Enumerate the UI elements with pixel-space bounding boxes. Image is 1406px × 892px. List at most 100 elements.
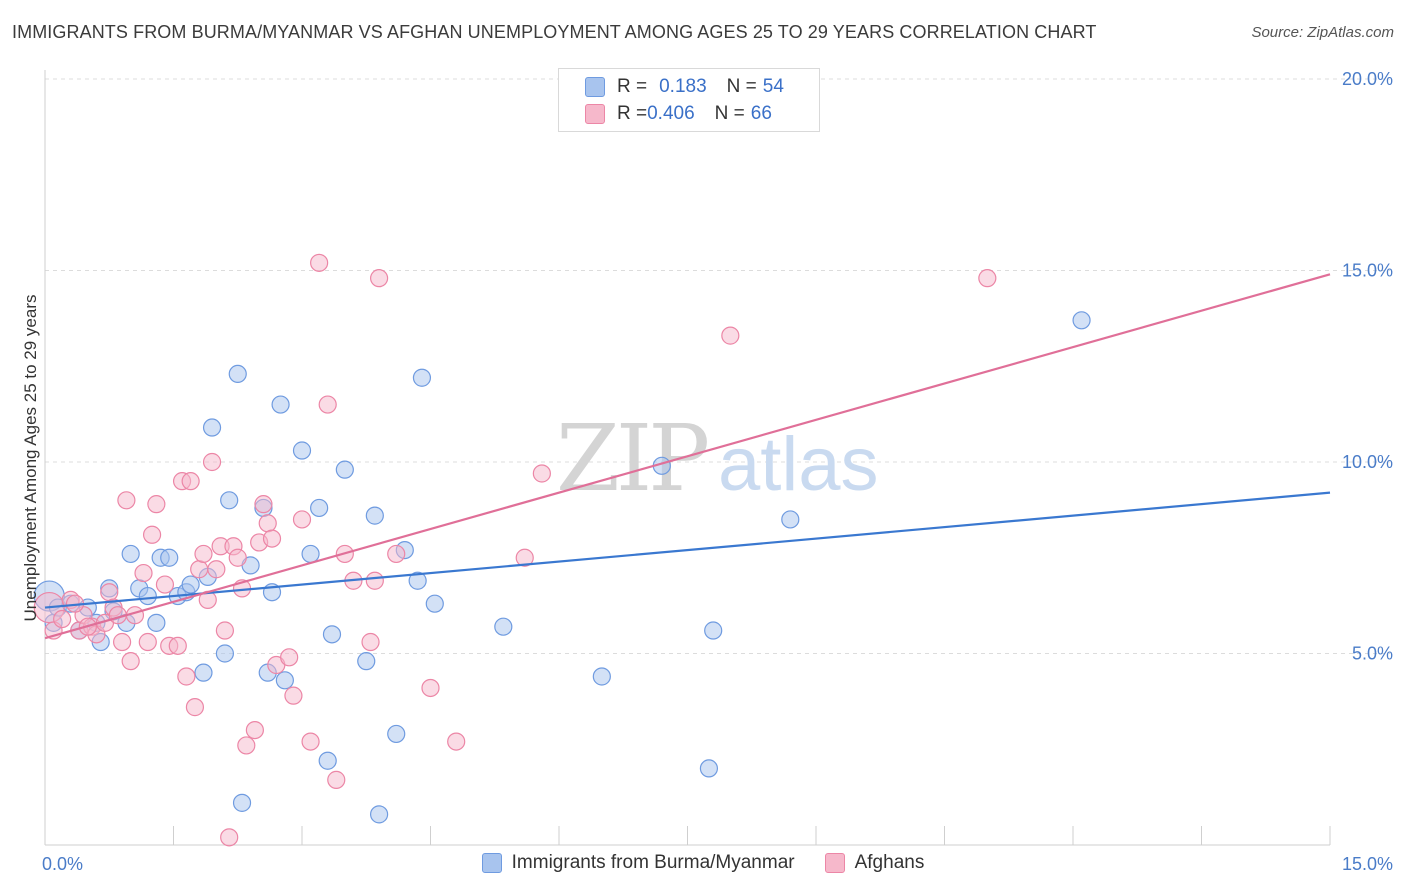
point-burma xyxy=(357,652,376,671)
point-afghans xyxy=(387,544,406,564)
point-afghans xyxy=(53,609,72,629)
x-tick-label: 0.0% xyxy=(42,854,83,874)
point-burma xyxy=(335,460,354,479)
point-afghans xyxy=(515,548,534,567)
watermark: ZIP atlas xyxy=(556,405,879,512)
point-afghans xyxy=(142,525,162,544)
y-tick-label: 5.0% xyxy=(1352,644,1393,664)
legend-r-label: R = xyxy=(617,76,648,97)
point-afghans xyxy=(181,472,200,491)
point-afghans xyxy=(318,395,337,414)
point-burma xyxy=(138,586,157,606)
stats-legend: R = 0.183 N = 54 R = 0.406 N = 66 xyxy=(558,68,820,132)
point-burma xyxy=(322,625,342,644)
point-afghans xyxy=(447,732,466,751)
point-afghans xyxy=(370,269,389,288)
point-afghans xyxy=(721,326,740,345)
point-afghans xyxy=(134,563,153,583)
point-burma xyxy=(318,751,337,770)
point-burma xyxy=(160,548,179,567)
point-burma xyxy=(232,793,252,812)
point-burma xyxy=(1072,311,1091,330)
point-afghans xyxy=(327,770,346,789)
bottom-legend-label-afghans: Afghans xyxy=(854,852,925,873)
point-afghans xyxy=(301,732,320,751)
y-tick-label: 20.0% xyxy=(1342,69,1393,89)
point-burma xyxy=(425,594,444,613)
point-afghans xyxy=(215,621,234,640)
point-afghans xyxy=(292,510,312,529)
point-burma xyxy=(310,498,329,518)
series-afghans-points xyxy=(33,253,997,847)
point-afghans xyxy=(100,583,119,602)
point-burma xyxy=(202,418,222,437)
legend-r-label: R = xyxy=(617,103,648,124)
axes xyxy=(44,70,1331,846)
point-afghans xyxy=(262,529,282,548)
point-afghans xyxy=(365,571,384,590)
point-afghans xyxy=(177,667,196,686)
bottom-legend: Immigrants from Burma/Myanmar Afghans xyxy=(0,852,1406,874)
point-afghans xyxy=(155,575,175,594)
point-burma xyxy=(494,617,513,636)
legend-n-label: N = xyxy=(726,76,757,97)
point-burma xyxy=(228,364,247,384)
point-afghans xyxy=(284,686,303,705)
point-burma xyxy=(592,667,611,686)
point-burma xyxy=(370,805,389,824)
point-afghans xyxy=(220,828,239,847)
y-tick-label: 10.0% xyxy=(1342,452,1393,472)
trend-line-burma xyxy=(44,491,1331,609)
point-burma xyxy=(699,759,719,778)
watermark-atlas: atlas xyxy=(718,422,879,507)
legend-r-value: 0.183 xyxy=(659,76,707,97)
point-afghans xyxy=(112,632,132,652)
point-afghans xyxy=(121,652,140,671)
point-afghans xyxy=(258,514,277,533)
point-burma xyxy=(704,621,723,640)
source-label: Source: ZipAtlas.com xyxy=(1251,24,1394,41)
point-burma xyxy=(271,395,290,414)
point-afghans xyxy=(168,636,187,655)
bottom-legend-swatch-burma xyxy=(481,853,502,873)
legend-n-label: N = xyxy=(714,103,745,124)
bottom-legend-swatch-afghans xyxy=(824,853,845,873)
point-afghans xyxy=(147,495,166,514)
point-afghans xyxy=(228,548,247,567)
y-axis-title: Unemployment Among Ages 25 to 29 years xyxy=(21,295,40,622)
point-afghans xyxy=(310,253,329,272)
legend-row-burma: R = 0.183 N = 54 xyxy=(585,74,784,100)
point-burma xyxy=(275,671,294,690)
point-afghans xyxy=(280,648,299,667)
point-afghans xyxy=(254,495,273,514)
point-afghans xyxy=(532,464,551,483)
trend-lines xyxy=(44,273,1331,640)
point-burma xyxy=(301,544,320,564)
point-afghans xyxy=(117,491,136,510)
point-burma xyxy=(292,441,312,460)
point-afghans xyxy=(237,736,256,755)
legend-r-value: 0.406 xyxy=(647,103,695,124)
point-afghans xyxy=(202,452,222,472)
point-burma xyxy=(215,644,234,663)
point-afghans xyxy=(361,632,380,652)
legend-row-afghans: R = 0.406 N = 66 xyxy=(585,101,772,127)
bottom-legend-afghans[interactable]: Afghans xyxy=(824,852,925,874)
point-afghans xyxy=(421,678,440,698)
legend-n-value: 66 xyxy=(750,103,772,124)
bottom-legend-burma[interactable]: Immigrants from Burma/Myanmar xyxy=(481,852,795,874)
point-burma xyxy=(181,575,200,594)
point-afghans xyxy=(185,698,205,717)
legend-swatch-burma xyxy=(585,77,605,97)
legend-n-value: 54 xyxy=(762,76,784,97)
point-afghans xyxy=(207,560,226,579)
trend-line-afghans xyxy=(44,273,1331,640)
point-burma xyxy=(121,544,140,564)
point-burma xyxy=(147,613,166,632)
watermark-zip: ZIP xyxy=(556,405,707,512)
point-afghans xyxy=(245,720,264,740)
x-tick-label: 15.0% xyxy=(1342,854,1393,874)
chart-title: IMMIGRANTS FROM BURMA/MYANMAR VS AFGHAN … xyxy=(12,22,1097,42)
point-burma xyxy=(220,491,239,510)
